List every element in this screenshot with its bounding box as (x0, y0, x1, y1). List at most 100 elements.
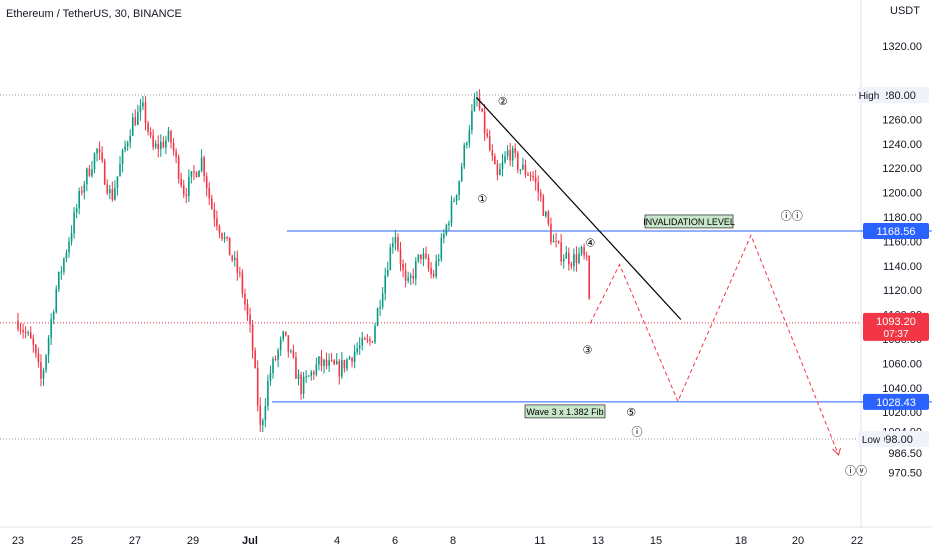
wave-label: ④ (585, 236, 595, 249)
candle-body (65, 252, 68, 259)
candle-body (246, 304, 249, 315)
candle-body (251, 324, 254, 351)
candle-body (75, 208, 78, 213)
x-tick-label: 15 (650, 535, 662, 547)
candle-body (384, 275, 386, 294)
candle-body (231, 255, 233, 261)
candle-body (583, 246, 585, 256)
invalidation-level-badge-text: 1168.56 (877, 226, 916, 238)
wave-label: ③ (582, 344, 592, 357)
candle-body (588, 255, 590, 299)
x-axis-ticks: 23 25 27 29 Jul 4 6 8 11 13 15 18 20 22 (12, 535, 863, 547)
candle-body (259, 405, 262, 426)
candle-body (216, 218, 218, 227)
candle-body (565, 252, 568, 259)
wave-label: ① (477, 192, 487, 205)
candle-body (407, 277, 409, 281)
candle-body (254, 350, 256, 368)
y-tick-label: 1060.00 (882, 358, 922, 370)
candle-body (550, 224, 552, 243)
candle-body (55, 288, 58, 312)
candle-body (302, 376, 305, 394)
low-badge-text: 998.00 (879, 434, 913, 446)
x-tick-label: 6 (392, 535, 398, 547)
wave-label: ② (498, 95, 508, 108)
candle-body (415, 261, 417, 279)
candle-body (101, 152, 103, 161)
x-tick-label: 27 (129, 535, 141, 547)
high-tag-text: High (859, 91, 880, 102)
candle-body (177, 156, 180, 179)
y-tick-label: 1260.00 (882, 114, 922, 126)
y-tick-label: 1140.00 (883, 261, 922, 273)
candle-body (471, 110, 473, 131)
candle-body (37, 353, 40, 363)
candle-body (256, 367, 259, 406)
candle-body (193, 171, 195, 173)
candle-body (402, 263, 404, 270)
candle-body (397, 237, 399, 250)
candle-body (560, 242, 562, 262)
candle-body (509, 150, 511, 161)
x-tick-label: 4 (334, 535, 340, 547)
candle-body (494, 155, 496, 165)
current-price-text: 1093.20 (876, 316, 916, 328)
candle-body (305, 376, 307, 378)
invalidation-level-badge (863, 222, 929, 239)
candle-body (80, 190, 83, 193)
candle-body (501, 162, 504, 170)
candle-body (116, 176, 119, 188)
candle-body (351, 357, 353, 363)
candle-body (226, 236, 228, 238)
candle-body (98, 149, 101, 153)
candle-body (534, 177, 537, 183)
candle-body (185, 194, 188, 197)
candle-body (124, 146, 126, 151)
candle-body (417, 254, 420, 262)
candle-body (297, 374, 300, 379)
x-tick-label: 11 (534, 535, 545, 547)
candle-body (389, 247, 392, 271)
candle-body (524, 164, 527, 175)
candle-body (437, 259, 440, 262)
candle-body (580, 246, 583, 254)
trend-line (475, 97, 682, 320)
candle-body (282, 331, 284, 340)
candle-body (68, 241, 70, 253)
candle-body (562, 258, 565, 262)
candle-body (154, 143, 157, 148)
symbol-title: Ethereum / TetherUS, 30, BINANCE (6, 8, 182, 20)
candle-body (106, 184, 109, 194)
candle-body (547, 211, 550, 225)
candle-body (455, 194, 458, 201)
candle-body (58, 272, 60, 289)
fib-label: Wave 3 x 1.382 Fib (526, 407, 603, 417)
candlesticks (17, 89, 590, 433)
candle-body (111, 189, 114, 200)
candle-body (453, 200, 455, 202)
candle-body (519, 169, 522, 171)
candle-body (330, 360, 333, 362)
candle-body (361, 338, 364, 346)
candle-body (52, 311, 55, 320)
candle-body (200, 157, 203, 171)
candle-body (35, 344, 37, 354)
candle-body (284, 331, 287, 336)
candle-body (443, 234, 445, 238)
candle-body (239, 272, 241, 274)
candle-body (320, 356, 323, 366)
candle-body (40, 362, 42, 379)
candle-body (264, 405, 267, 421)
candle-body (369, 339, 371, 342)
candle-body (290, 350, 292, 352)
candle-body (578, 253, 580, 264)
candle-body (458, 181, 460, 195)
candle-body (50, 319, 52, 338)
candle-body (162, 141, 165, 148)
candle-body (404, 269, 407, 281)
currency-label: USDT (890, 5, 920, 17)
candle-body (432, 274, 435, 277)
candle-body (203, 157, 205, 177)
y-tick-label: 1240.00 (882, 139, 922, 151)
